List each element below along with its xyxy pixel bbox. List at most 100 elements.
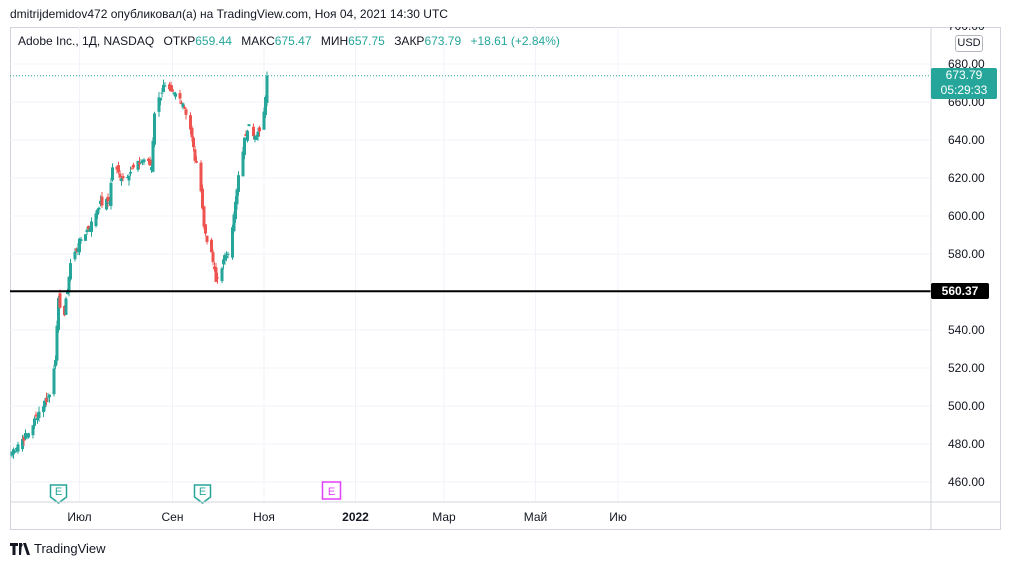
candle-down [100, 196, 104, 206]
candle-up [172, 92, 176, 95]
candle-up [57, 297, 60, 330]
candle-down [190, 127, 194, 138]
candle-up [105, 198, 108, 210]
legend-open-label: ОТКР [163, 34, 196, 48]
candle-up [54, 360, 57, 367]
candle-up [163, 85, 167, 87]
candle-up [264, 97, 267, 116]
level-price-tag: 560.37 [931, 283, 989, 300]
candle-down [210, 239, 213, 253]
x-tick-label: Мар [432, 510, 456, 524]
footer-brand-text: TradingView [34, 541, 106, 556]
candle-up [31, 425, 35, 436]
candle-up [55, 325, 59, 361]
candle-up [151, 140, 155, 172]
candle-up [52, 368, 56, 395]
candle-up [120, 178, 123, 182]
legend-close-label: ЗАКР [394, 34, 425, 48]
candle-up [48, 394, 51, 398]
candle-down [118, 173, 122, 178]
candle-up [222, 259, 225, 265]
candle-down [178, 93, 182, 99]
candle-down [211, 252, 215, 262]
candle-up [247, 124, 251, 127]
y-tick-label: 620.00 [948, 171, 985, 185]
candle-up [127, 176, 131, 181]
y-tick-label: 520.00 [948, 361, 985, 375]
candle-up [142, 159, 146, 163]
candle-up [90, 221, 93, 232]
last-price-tag: 673.79 05:29:33 [931, 67, 997, 99]
earnings-marker[interactable]: E [49, 484, 68, 504]
candle-up [42, 406, 45, 413]
candle-up [16, 444, 20, 452]
candle-up [66, 291, 69, 295]
candle-down [204, 224, 207, 234]
earnings-label: E [199, 486, 206, 498]
earnings-label: E [55, 486, 62, 498]
legend-high-label: МАКС [241, 34, 275, 48]
candle-down [183, 107, 186, 109]
candle-down [45, 397, 48, 403]
legend-low-label: МИН [320, 34, 349, 48]
candle-up [231, 227, 234, 258]
legend-high: 675.47 [274, 34, 312, 48]
candle-down [205, 235, 209, 242]
currency-button[interactable]: USD [955, 35, 983, 52]
candle-down [117, 165, 120, 172]
y-tick-label: 600.00 [948, 209, 985, 223]
candle-up [33, 418, 36, 426]
candle-down [216, 277, 219, 279]
candle-down [202, 206, 206, 227]
candle-up [246, 130, 249, 141]
legend-open: 659.44 [195, 34, 232, 48]
candle-up [235, 189, 239, 205]
earnings-marker[interactable]: E [193, 484, 212, 504]
legend-symbol: Adobe Inc., 1Д, NASDAQ [18, 34, 155, 48]
candle-up [153, 113, 156, 145]
x-tick-label: Ию [609, 510, 627, 524]
candle-down [189, 115, 192, 130]
y-tick-label: 500.00 [948, 399, 985, 413]
candle-up [136, 160, 140, 170]
candle-up [174, 93, 177, 97]
y-tick-label: 580.00 [948, 247, 985, 261]
candle-up [27, 433, 30, 438]
candle-down [252, 126, 255, 137]
candle-up [232, 214, 236, 232]
candle-up [265, 75, 269, 104]
candle-down [171, 89, 174, 92]
tradingview-logo-icon [10, 542, 30, 555]
candle-up [96, 209, 99, 215]
candle-down [180, 102, 183, 105]
x-tick-label: Сен [162, 510, 184, 524]
candle-up [109, 182, 113, 207]
candle-up [13, 450, 17, 453]
candle-up [94, 213, 98, 227]
legend-change: +18.61 (+2.84%) [470, 34, 560, 48]
candle-down [184, 109, 188, 115]
x-tick-label: Ноя [253, 510, 275, 524]
earnings-marker[interactable]: E [321, 481, 342, 500]
candle-up [36, 417, 39, 421]
candle-down [199, 162, 203, 192]
candle-up [159, 97, 162, 101]
candle-down [214, 267, 218, 282]
candle-up [73, 251, 77, 260]
candle-down [148, 159, 152, 166]
candle-down [121, 176, 125, 179]
candle-down [192, 137, 195, 148]
candle-up [129, 171, 132, 174]
candle-up [262, 111, 266, 130]
x-tick-label: Июл [67, 510, 91, 524]
price-chart[interactable]: EEE 460.00480.00500.00520.00540.00560.00… [10, 27, 1001, 530]
footer-branding[interactable]: TradingView [10, 541, 106, 556]
candle-up [139, 162, 143, 164]
candle-down [169, 85, 173, 92]
earnings-badge [321, 481, 342, 500]
candle-up [237, 175, 240, 192]
legend-close: 673.79 [424, 34, 462, 48]
candle-up [241, 151, 245, 177]
candle-up [160, 92, 164, 94]
candle-down [258, 127, 261, 132]
